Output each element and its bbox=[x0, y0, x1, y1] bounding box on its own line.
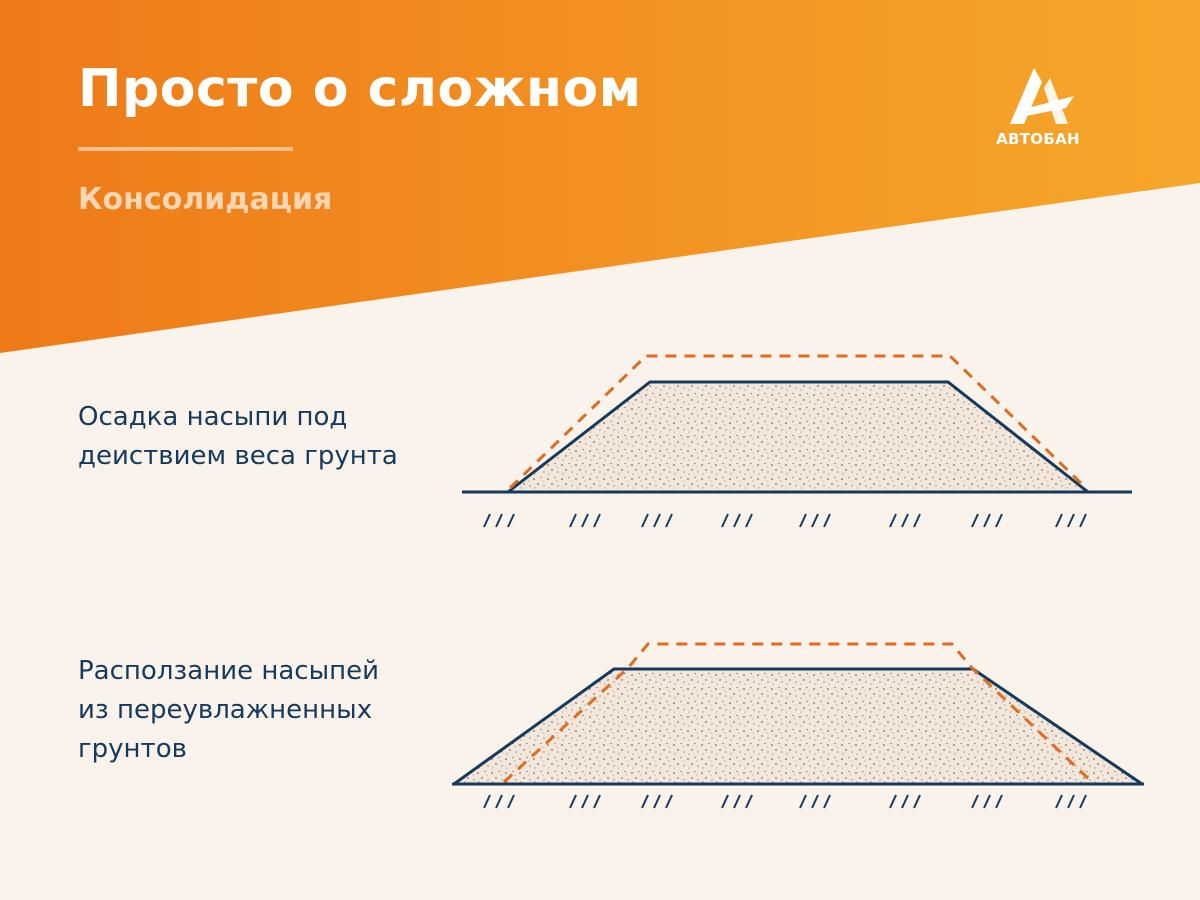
settled-embankment-body bbox=[508, 382, 1088, 492]
panel-1-caption-line-2: деиствием веса грунта bbox=[78, 441, 398, 471]
ground-hatching-2 bbox=[483, 794, 1087, 809]
original-embankment-outline-2 bbox=[502, 642, 1094, 784]
panel-2-caption-line-2: из переувлажненных bbox=[78, 695, 373, 725]
page-subtitle: Консолидация bbox=[78, 182, 333, 217]
panel-1-caption: Осадка насыпи под деиствием веса грунта bbox=[78, 398, 398, 476]
title-divider bbox=[78, 147, 293, 151]
logo-text: АВТОБАН bbox=[996, 130, 1080, 148]
spread-embankment-outline bbox=[453, 667, 1143, 786]
brand-logo: АВТОБАН bbox=[992, 68, 1084, 152]
panel-2-caption-line-3: грунтов bbox=[78, 734, 187, 764]
logo-a-icon bbox=[1010, 68, 1074, 124]
ground-hatching-1 bbox=[483, 513, 1087, 528]
panel-2-caption: Расползание насыпей из переувлажненных г… bbox=[78, 652, 379, 769]
panel-2-caption-line-1: Расползание насыпей bbox=[78, 656, 379, 686]
spread-embankment-body bbox=[454, 669, 1142, 784]
panel-1-caption-line-1: Осадка насыпи под bbox=[78, 402, 348, 432]
settled-embankment-outline bbox=[507, 380, 1089, 494]
page-title: Просто о сложном bbox=[78, 59, 642, 119]
